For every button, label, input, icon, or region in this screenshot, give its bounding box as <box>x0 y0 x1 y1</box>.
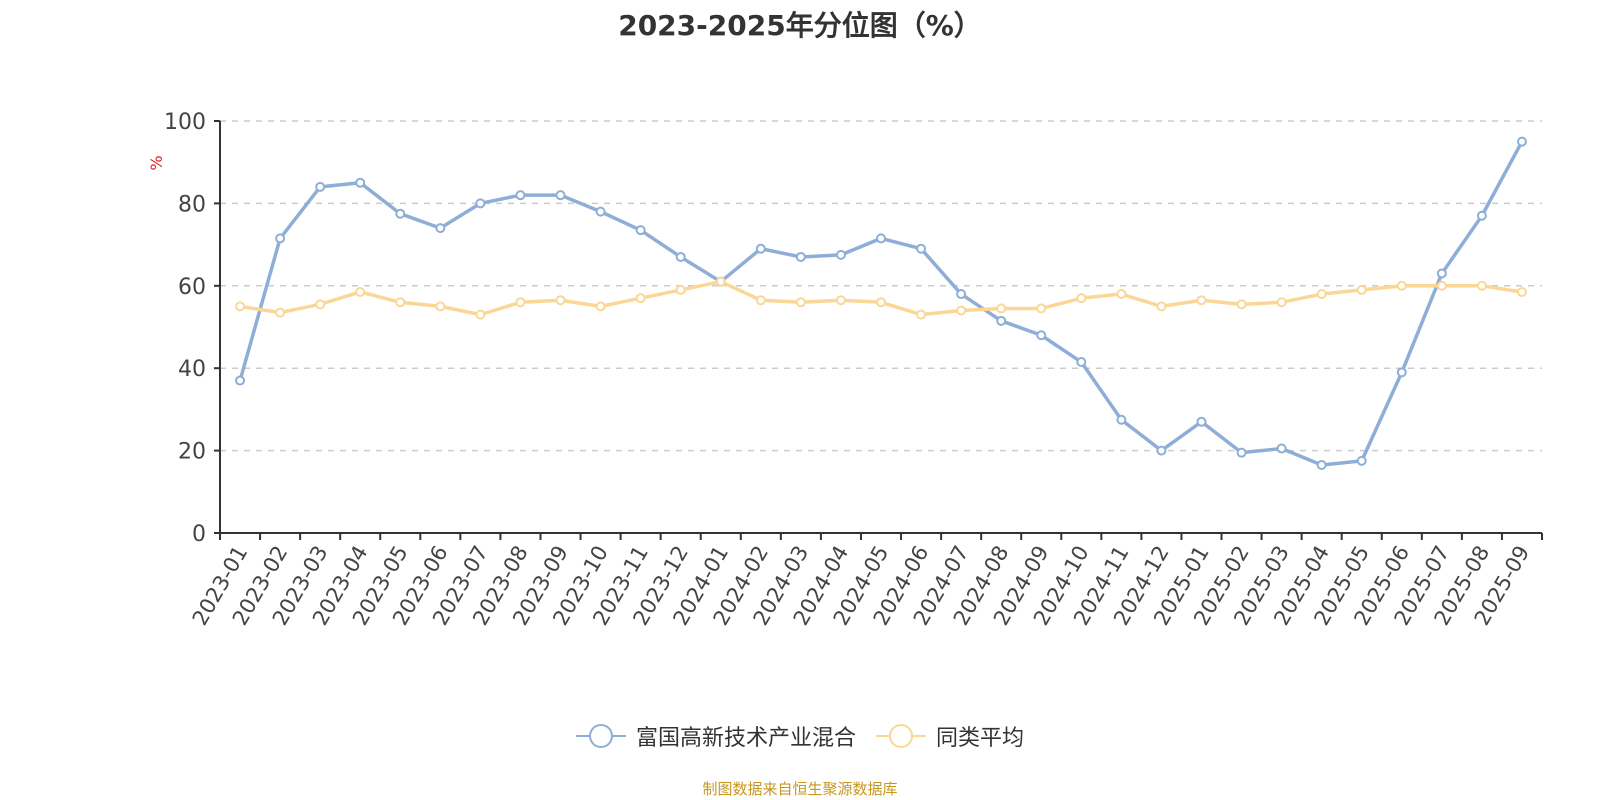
data-point <box>1276 443 1287 454</box>
data-point <box>876 297 886 308</box>
data-point <box>1116 414 1127 425</box>
data-point <box>1316 460 1327 471</box>
data-point <box>555 295 566 306</box>
legend-label: 同类平均 <box>936 726 1025 751</box>
data-point <box>395 208 406 219</box>
data-point <box>835 295 846 306</box>
data-point <box>475 198 486 209</box>
source-note: 制图数据来自恒生聚源数据库 <box>702 780 898 798</box>
data-point <box>435 223 446 234</box>
data-point <box>1516 286 1527 297</box>
legend-label: 富国高新技术产业混合 <box>635 726 856 751</box>
y-tick-label: 100 <box>164 110 206 135</box>
data-point <box>835 249 846 260</box>
grid-lines <box>220 120 1542 452</box>
y-tick-label: 80 <box>178 192 206 217</box>
data-point <box>595 301 606 312</box>
legend-line-circle-icon <box>876 724 926 748</box>
data-point <box>675 284 686 295</box>
data-point <box>755 295 766 306</box>
data-point <box>235 375 246 386</box>
data-point <box>395 297 406 308</box>
data-point <box>1396 280 1407 291</box>
legend-item[interactable]: 同类平均 <box>876 720 1024 752</box>
data-point <box>355 177 366 188</box>
chart-title: 2023-2025年分位图（%） <box>618 9 982 42</box>
data-point <box>1036 303 1047 314</box>
data-point <box>555 190 566 201</box>
data-point <box>996 315 1007 326</box>
y-axis-label: % <box>147 155 166 170</box>
data-point <box>1076 293 1087 304</box>
y-tick-label: 60 <box>178 275 206 300</box>
y-tick-label: 0 <box>192 522 206 547</box>
data-point <box>795 251 806 262</box>
data-point <box>795 297 806 308</box>
data-point <box>876 233 886 244</box>
series-lines <box>235 136 1527 471</box>
data-point <box>1356 455 1367 466</box>
data-point <box>1436 280 1447 291</box>
data-point <box>1236 447 1247 458</box>
series-2 <box>235 276 1527 320</box>
data-point <box>315 181 326 192</box>
data-point <box>715 276 726 287</box>
legend-line-circle-icon <box>575 724 626 748</box>
data-point <box>635 293 646 304</box>
legend: 富国高新技术产业混合 同类平均 <box>0 720 1600 752</box>
data-point <box>1236 299 1247 310</box>
legend-item[interactable]: 富国高新技术产业混合 <box>575 720 856 752</box>
data-point <box>515 190 526 201</box>
data-point <box>1476 210 1487 221</box>
data-point <box>355 286 366 297</box>
axes <box>214 120 1543 540</box>
data-point <box>1156 445 1167 456</box>
data-point <box>956 289 967 300</box>
data-point <box>675 251 686 262</box>
data-point <box>1196 295 1207 306</box>
series-1 <box>235 136 1527 471</box>
y-tick-label: 40 <box>178 357 206 382</box>
data-point <box>1476 280 1487 291</box>
data-point <box>916 243 927 254</box>
y-tick-label: 20 <box>178 440 206 465</box>
data-point <box>1156 301 1167 312</box>
data-point <box>275 233 286 244</box>
data-point <box>1116 289 1127 300</box>
data-point <box>996 303 1007 314</box>
data-point <box>1036 330 1047 341</box>
data-point <box>475 309 486 320</box>
data-point <box>1516 136 1527 147</box>
data-point <box>435 301 446 312</box>
data-point <box>1356 284 1367 295</box>
data-point <box>515 297 526 308</box>
data-point <box>755 243 766 254</box>
data-point <box>635 225 646 236</box>
data-point <box>1316 289 1327 300</box>
legend-circle <box>588 724 613 748</box>
data-point <box>595 206 606 217</box>
data-point <box>315 299 326 310</box>
data-point <box>1436 268 1447 279</box>
data-point <box>1276 297 1287 308</box>
data-point <box>1076 357 1087 368</box>
data-point <box>956 305 967 316</box>
data-point <box>1396 367 1407 378</box>
data-point <box>235 301 246 312</box>
tick-labels: 020406080100%2023-012023-022023-032023-0… <box>147 110 1534 629</box>
legend-circle <box>889 724 913 748</box>
data-point <box>1196 416 1207 427</box>
data-point <box>916 309 927 320</box>
data-point <box>275 307 286 318</box>
